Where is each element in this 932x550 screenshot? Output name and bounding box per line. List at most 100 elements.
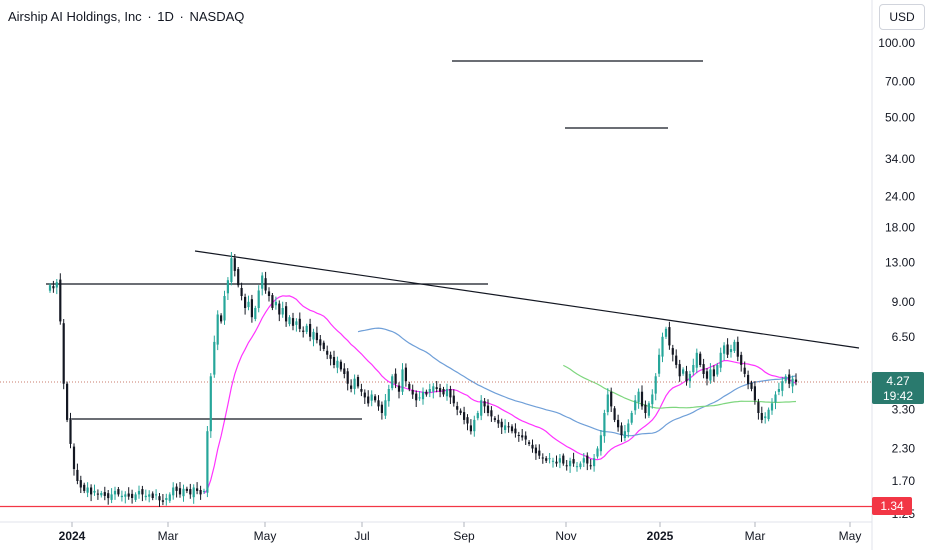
candle [606, 388, 609, 416]
candle [504, 419, 507, 434]
candle [705, 368, 709, 386]
price-tick-label: 50.00 [885, 111, 915, 125]
candle [305, 323, 308, 335]
candle [360, 383, 363, 397]
candle [627, 419, 630, 438]
descending-trendline[interactable] [194, 250, 860, 349]
candle [682, 367, 685, 376]
candle [634, 395, 637, 415]
candle [593, 454, 596, 472]
moving-averages [203, 295, 797, 494]
candle [452, 389, 455, 407]
candle [165, 493, 168, 506]
candle [103, 486, 106, 501]
time-tick-label: May [254, 529, 277, 543]
candle [329, 351, 332, 366]
candle [658, 348, 661, 377]
candle [558, 454, 561, 469]
candle [309, 318, 312, 342]
candle [117, 487, 120, 497]
candle [445, 383, 449, 401]
candle [490, 406, 493, 422]
candle [137, 485, 141, 499]
candle [794, 373, 798, 386]
candle [630, 410, 633, 425]
drawings[interactable] [0, 60, 872, 508]
price-tick-label: 34.00 [885, 152, 915, 166]
candle [428, 383, 431, 398]
time-axis[interactable]: 2024 Mar May Jul Sep Nov 2025 Mar May [59, 522, 862, 543]
candle [726, 338, 729, 358]
candle [723, 342, 726, 361]
candle [510, 424, 514, 434]
candle [661, 332, 664, 363]
price-tick-label: 18.00 [885, 220, 915, 234]
candle [206, 426, 209, 498]
candle [387, 384, 390, 407]
candle [541, 453, 544, 464]
interval-label[interactable]: 1D [157, 9, 174, 24]
candle [644, 400, 647, 419]
candle [736, 336, 739, 362]
candle [599, 430, 602, 456]
currency-button[interactable]: USD [879, 4, 925, 30]
candle [418, 391, 421, 401]
candle [196, 482, 199, 495]
low-level-badge: 1.34 [872, 497, 912, 515]
candle [332, 350, 336, 369]
candle [459, 408, 462, 416]
candle [107, 490, 110, 505]
candle [141, 485, 144, 502]
symbol-name[interactable]: Airship AI Holdings, Inc [8, 9, 142, 24]
candle [233, 254, 236, 277]
candles [48, 252, 798, 507]
candle [565, 460, 568, 471]
candle [480, 395, 483, 421]
candle [223, 290, 226, 325]
candle [55, 279, 58, 295]
candle [120, 490, 123, 502]
candle [528, 440, 531, 447]
ma-green-line [563, 364, 797, 409]
candle [685, 365, 688, 386]
candle [411, 384, 414, 399]
candle [363, 389, 366, 404]
candle [93, 484, 96, 496]
candle [596, 446, 599, 459]
candle [538, 444, 541, 459]
candle [466, 414, 469, 431]
price-axis[interactable]: 100.00 70.00 50.00 34.00 24.00 18.00 13.00 9.00… [878, 36, 915, 521]
candle [463, 406, 466, 425]
candle [569, 457, 572, 473]
candle [709, 363, 712, 384]
candle [257, 285, 260, 313]
candle [367, 390, 370, 407]
candle [298, 312, 301, 333]
candle [757, 398, 760, 420]
time-tick-label: 2024 [59, 529, 86, 543]
time-tick-label: Jul [354, 529, 369, 543]
candle [100, 490, 103, 498]
ma-blue-line [357, 327, 797, 437]
time-tick-label: May [839, 529, 862, 543]
candle [285, 302, 288, 327]
candle [124, 491, 127, 504]
candle [209, 373, 212, 438]
candle [435, 381, 438, 393]
candle [733, 339, 736, 353]
candle [182, 484, 185, 502]
candle [127, 487, 130, 500]
candle [469, 419, 472, 435]
candle [274, 296, 277, 310]
candle [582, 453, 585, 467]
candle [664, 326, 668, 339]
candle [760, 406, 763, 424]
candle [415, 390, 418, 407]
candle [623, 425, 626, 442]
candle [230, 252, 233, 286]
candle [339, 359, 342, 372]
candle [764, 412, 767, 424]
title-separator: · [147, 9, 152, 24]
candle [767, 407, 770, 422]
